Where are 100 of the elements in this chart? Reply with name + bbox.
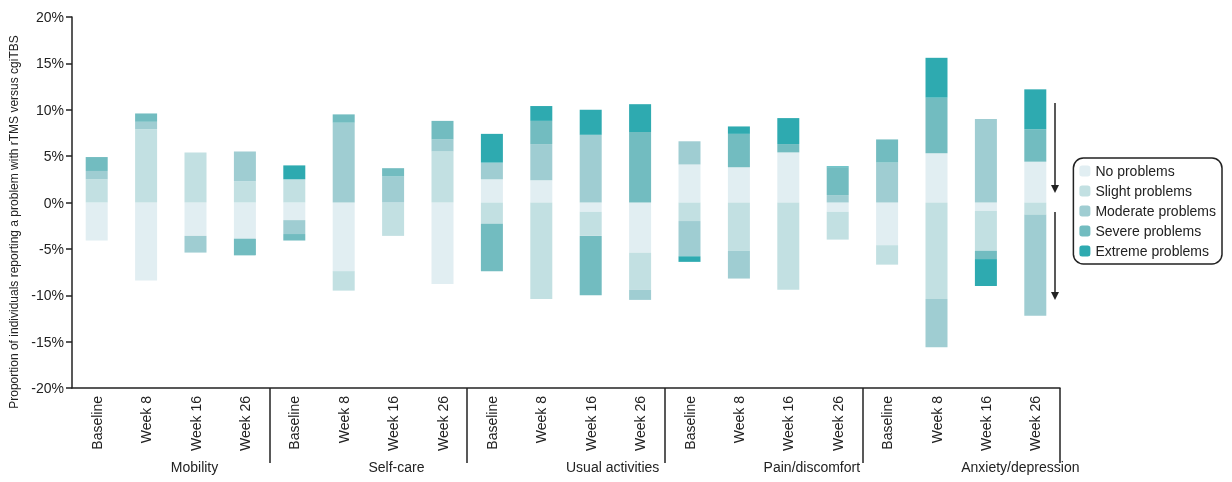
bar: [727, 133, 750, 168]
bar: [233, 202, 256, 239]
legend-label: Extreme problems: [1095, 243, 1209, 259]
x-tick-label: Week 26: [434, 395, 451, 451]
bar: [974, 202, 997, 211]
bar: [974, 250, 997, 260]
bar: [876, 245, 899, 265]
bar: [727, 202, 750, 251]
bar: [283, 179, 306, 203]
bar: [233, 238, 256, 256]
x-tick-label: Week 16: [187, 395, 204, 451]
bar: [974, 210, 997, 251]
x-tick-label: Baseline: [88, 395, 105, 450]
bar: [678, 141, 701, 165]
bar: [974, 259, 997, 286]
bar: [826, 195, 849, 203]
bar: [332, 122, 355, 203]
bar: [283, 202, 306, 221]
bar: [184, 235, 207, 253]
x-tick-label: Baseline: [286, 395, 303, 450]
text: Anxiety/depression: [961, 459, 1080, 475]
bar: [480, 162, 503, 180]
bar: [530, 180, 553, 203]
bar: [1024, 214, 1047, 316]
bar: [283, 234, 306, 241]
x-tick-label: Week 16: [582, 395, 599, 451]
bar: [382, 202, 405, 236]
bar: [431, 151, 454, 203]
x-tick-label: Week 8: [335, 395, 352, 444]
bar: [579, 235, 602, 296]
x-tick-label: Week 8: [533, 395, 550, 444]
bar: [530, 144, 553, 181]
bar: [876, 162, 899, 203]
x-tick-label: Week 26: [1027, 395, 1044, 451]
bar: [480, 223, 503, 272]
bar: [579, 202, 602, 212]
bar: [431, 202, 454, 285]
x-tick-label: Baseline: [483, 395, 500, 450]
bar: [184, 152, 207, 203]
bar: [85, 202, 108, 241]
bar: [629, 252, 652, 290]
y-tick-label: -5%: [39, 240, 64, 257]
bar: [727, 250, 750, 279]
bar: [925, 97, 948, 154]
y-axis-title: Proportion of individuals reporting a problem with rTMS versus cgiTBS: [7, 35, 21, 409]
bar: [876, 202, 899, 246]
bar: [431, 139, 454, 152]
legend-label: Moderate problems: [1095, 203, 1217, 219]
bar: [135, 202, 158, 281]
bar: [233, 181, 256, 203]
bar: [382, 168, 405, 177]
x-tick-label: Baseline: [681, 395, 698, 450]
y-tick-label: -15%: [31, 333, 64, 350]
x-tick-label: Baseline: [879, 395, 896, 450]
bar: [925, 298, 948, 348]
bar: [925, 202, 948, 299]
bar: [1024, 161, 1047, 203]
bar: [777, 118, 800, 145]
bar: [629, 202, 652, 253]
y-tick-label: 0%: [43, 194, 64, 211]
text: Self-care: [368, 459, 425, 475]
bar: [777, 144, 800, 153]
bar: [283, 165, 306, 180]
y-tick-label: 15%: [35, 55, 64, 72]
x-tick-label: Week 26: [236, 395, 253, 451]
bar: [332, 271, 355, 291]
bar: [135, 129, 158, 203]
y-tick-label: -10%: [31, 287, 64, 304]
bar: [283, 220, 306, 235]
bar: [727, 126, 750, 134]
bar: [826, 167, 849, 196]
x-tick-label: Week 8: [928, 395, 945, 444]
bar: [184, 202, 207, 236]
y-tick-label: 10%: [35, 101, 64, 118]
bar: [1024, 202, 1047, 215]
bar: [480, 133, 503, 163]
bar: [332, 202, 355, 272]
bar: [629, 104, 652, 133]
x-tick-label: Week 8: [138, 395, 155, 444]
bar: [382, 176, 405, 203]
bar: [579, 109, 602, 135]
legend-label: Slight problems: [1095, 183, 1192, 199]
bar: [678, 256, 701, 262]
bar: [777, 152, 800, 203]
legend-label: No problems: [1095, 163, 1175, 179]
bar: [826, 211, 849, 240]
bar: [530, 106, 553, 121]
bar: [85, 179, 108, 203]
bar: [530, 120, 553, 145]
bar: [135, 113, 158, 122]
bar: [1024, 129, 1047, 162]
x-tick-label: Week 16: [385, 395, 402, 451]
bar: [85, 157, 108, 171]
bar: [826, 202, 849, 212]
bar: [233, 151, 256, 182]
bar: [925, 153, 948, 203]
bar: [678, 202, 701, 222]
x-tick-label: Week 26: [829, 395, 846, 451]
text: Pain/discomfort: [763, 459, 861, 475]
bar: [85, 170, 108, 180]
